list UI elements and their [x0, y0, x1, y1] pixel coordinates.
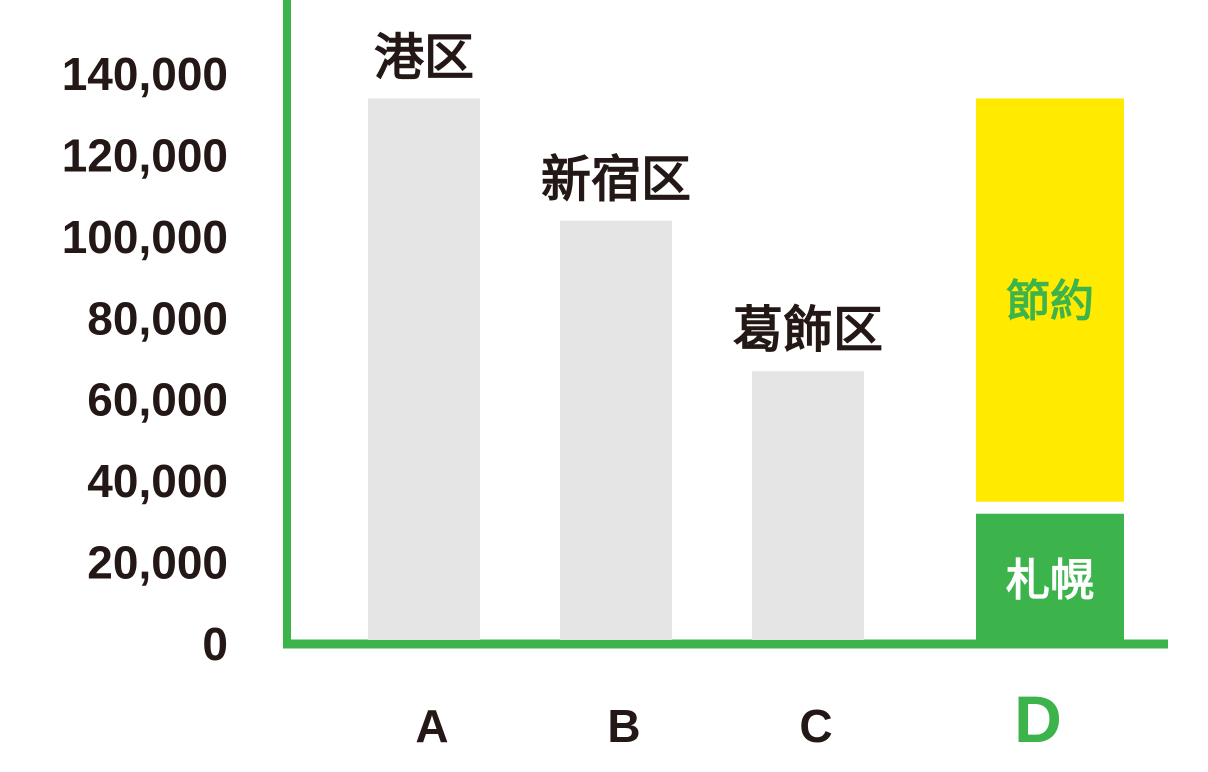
bar-b [560, 220, 672, 641]
x-category-label: D [1014, 682, 1062, 756]
bar-a [368, 98, 480, 640]
y-tick-label: 120,000 [62, 129, 228, 181]
bar-d-savings-segment [976, 98, 1124, 502]
y-tick-label: 80,000 [87, 292, 228, 344]
y-tick-label: 20,000 [87, 537, 228, 589]
bar-c [752, 371, 864, 640]
segment-label-savings: 節約 [1006, 276, 1094, 327]
y-tick-label: 40,000 [87, 455, 228, 507]
bar-d-base-segment [976, 513, 1124, 644]
segment-label-base: 札幌 [1006, 555, 1094, 606]
y-tick-label: 100,000 [62, 211, 228, 263]
x-category-label: C [799, 700, 832, 752]
x-category-label: B [607, 700, 640, 752]
x-category-label: A [415, 700, 448, 752]
y-tick-label: 0 [202, 618, 228, 670]
bar-label: 新宿区 [541, 151, 691, 209]
bar-label: 葛飾区 [733, 301, 883, 359]
bar-label: 港区 [374, 28, 474, 86]
y-tick-label: 140,000 [62, 48, 228, 100]
y-tick-label: 60,000 [87, 374, 228, 426]
